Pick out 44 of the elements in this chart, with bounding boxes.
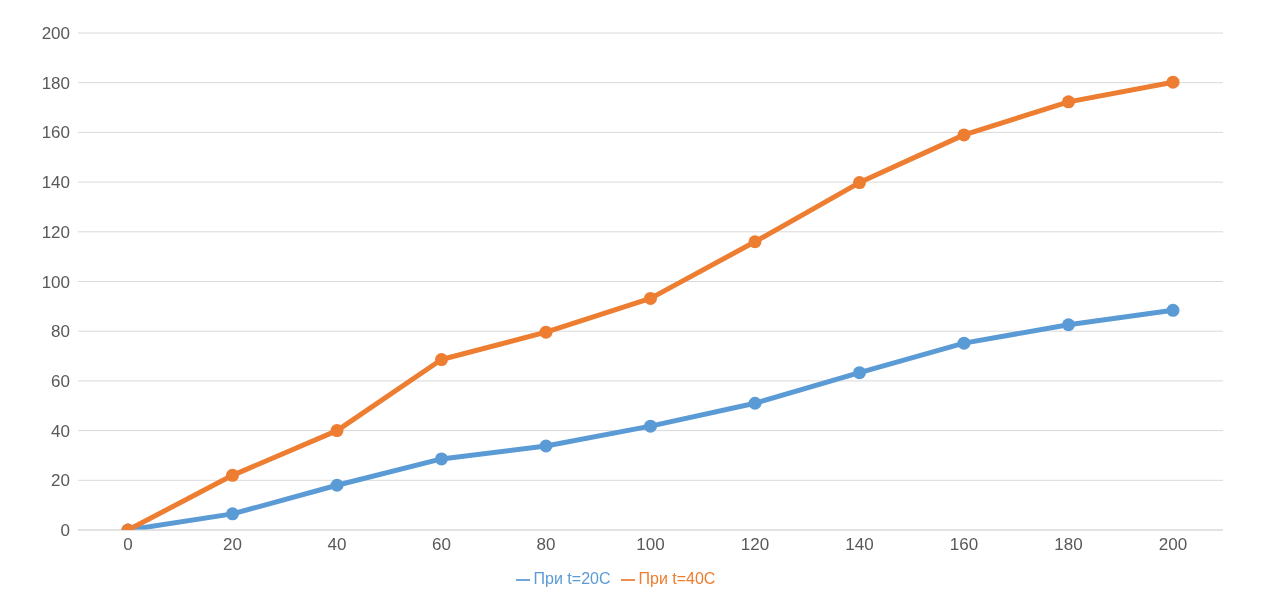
y-tick-label: 100	[41, 272, 70, 292]
y-tick-label: 200	[41, 24, 70, 44]
point	[539, 325, 553, 339]
point	[330, 478, 344, 492]
x-tick-label: 160	[949, 535, 979, 555]
y-tick-label: 180	[41, 73, 70, 93]
x-tick-label: 40	[327, 535, 347, 555]
point	[330, 424, 344, 438]
y-tick-label: 40	[51, 421, 70, 441]
point	[957, 128, 971, 142]
y-tick-label: 80	[51, 322, 70, 342]
x-tick-label: 120	[740, 535, 770, 555]
point	[957, 336, 971, 350]
y-tick-label: 120	[41, 222, 70, 242]
point	[1062, 95, 1075, 109]
point	[226, 468, 239, 482]
y-tick-label: 20	[51, 471, 70, 491]
x-tick-label: 180	[1054, 535, 1083, 555]
y-tick-label: 0	[60, 521, 70, 541]
point	[1062, 318, 1075, 332]
x-tick-label: 80	[536, 535, 556, 555]
legend-label: При t=40C	[638, 570, 716, 587]
point	[435, 452, 448, 466]
point	[435, 353, 448, 367]
x-tick-label: 0	[123, 535, 133, 555]
y-tick-label: 140	[41, 173, 70, 193]
y-tick-label: 60	[51, 371, 70, 391]
point	[1166, 303, 1180, 317]
point	[1166, 75, 1180, 89]
x-tick-label: 100	[636, 535, 665, 555]
x-tick-label: 20	[223, 535, 242, 555]
legend-label: При t=20C	[533, 570, 611, 587]
x-tick-label: 60	[432, 535, 451, 555]
point	[644, 419, 657, 433]
x-tick-label: 140	[845, 535, 874, 555]
point	[539, 439, 553, 453]
point	[226, 507, 239, 521]
point	[748, 235, 762, 249]
point	[853, 176, 866, 190]
point	[748, 396, 762, 410]
point	[644, 291, 657, 305]
point	[853, 366, 866, 380]
y-tick-label: 160	[41, 123, 70, 143]
x-tick-label: 200	[1158, 535, 1188, 555]
